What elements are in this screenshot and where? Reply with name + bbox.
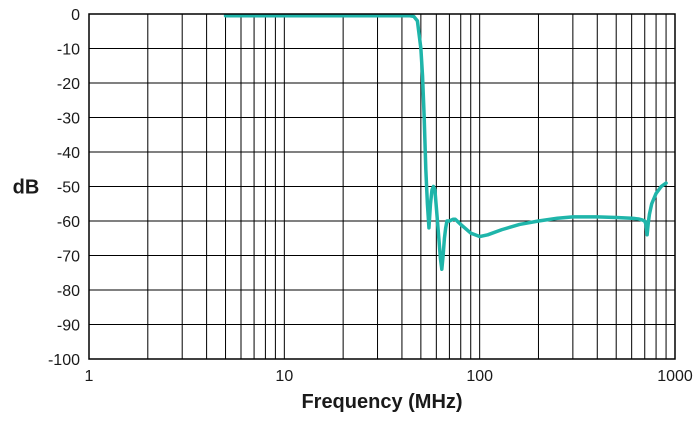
series-line-1 <box>223 13 668 272</box>
y-tick-label: -30 <box>57 111 80 128</box>
y-axis-title: dB <box>13 177 40 199</box>
y-tick-label: -50 <box>57 180 80 197</box>
tick-labels: 0 -10 -20 -30 -40 -50 -60 -70 -80 -90 -100 1 10 100 10… <box>48 7 693 385</box>
y-tick-label: -90 <box>57 318 80 335</box>
y-tick-label: 0 <box>71 7 80 24</box>
y-tick-label: -70 <box>57 249 80 266</box>
y-tick-label: -60 <box>57 214 80 231</box>
y-tick-label: -10 <box>57 42 80 59</box>
y-tick-label: -100 <box>48 352 80 369</box>
x-tick-label: 1 <box>85 368 94 385</box>
x-tick-label: 100 <box>466 368 493 385</box>
series-layer <box>223 13 668 272</box>
grid <box>89 14 675 359</box>
y-tick-label: -80 <box>57 283 80 300</box>
y-tick-label: -40 <box>57 145 80 162</box>
x-axis-title: Frequency (MHz) <box>301 391 462 413</box>
plot-frame <box>88 13 676 360</box>
y-tick-label: -20 <box>57 76 80 93</box>
x-tick-label: 10 <box>275 368 293 385</box>
x-tick-label: 1000 <box>657 368 693 385</box>
